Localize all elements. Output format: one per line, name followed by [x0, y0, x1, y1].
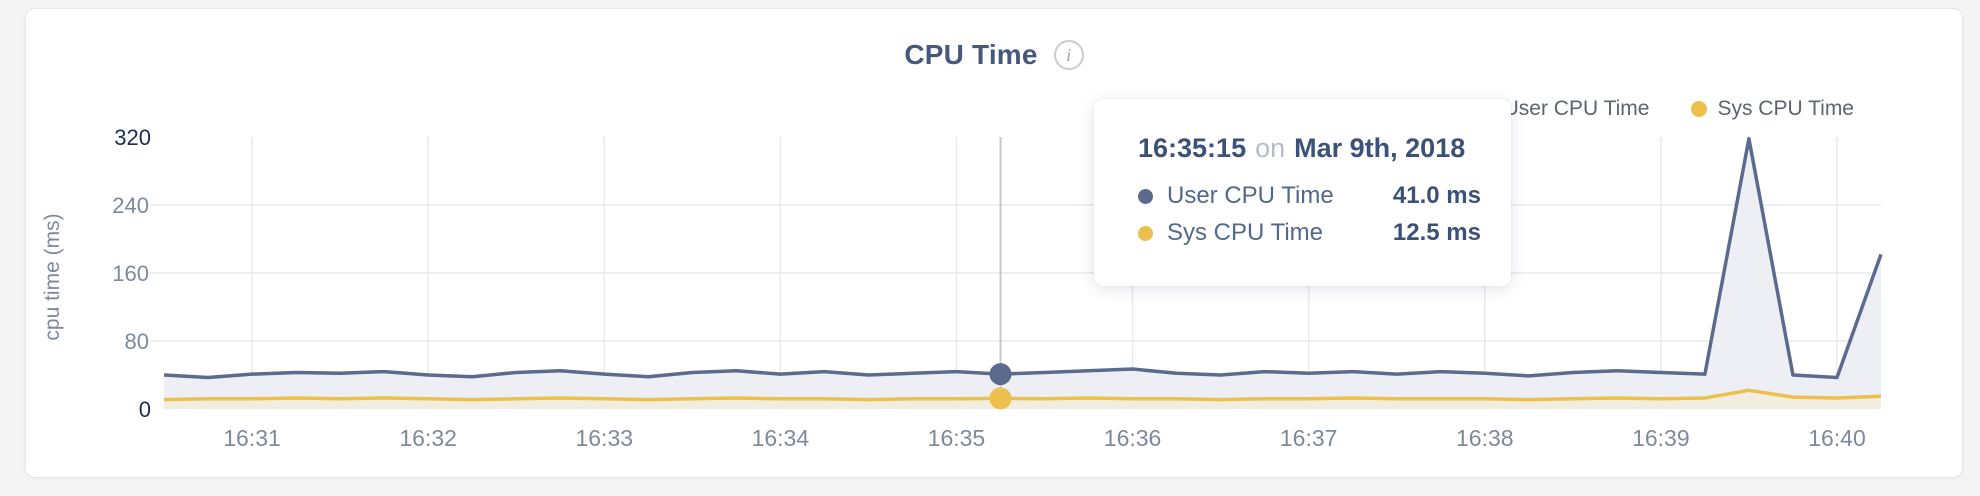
- svg-text:16:39: 16:39: [1632, 425, 1690, 451]
- tooltip-value-sys: 12.5 ms: [1392, 219, 1481, 246]
- svg-text:16:33: 16:33: [575, 425, 633, 451]
- tooltip-date: Mar 9th, 2018: [1294, 133, 1466, 163]
- series-area-user: [164, 138, 1881, 409]
- chart-title: CPU Time: [904, 39, 1038, 70]
- y-axis-labels: 0 80 160 240 320: [112, 125, 151, 422]
- svg-text:160: 160: [112, 261, 149, 286]
- chart-header: CPU Time i: [26, 39, 1962, 71]
- x-axis-labels: 16:31 16:32 16:33 16:34 16:35 16:36 16:37 16:38…: [223, 425, 1865, 451]
- tooltip-row-user: User CPU Time 41.0 ms: [1138, 182, 1481, 210]
- tooltip-dot-user-icon: [1138, 188, 1153, 204]
- svg-text:320: 320: [114, 125, 151, 150]
- highlight-marker-sys[interactable]: [989, 387, 1012, 410]
- series-line-user: [163, 136, 1883, 380]
- tooltip-label-sys: Sys CPU Time: [1167, 219, 1324, 246]
- legend-label-sys: Sys CPU Time: [1717, 97, 1854, 120]
- y-gridlines: [149, 204, 1881, 342]
- tooltip-time: 16:35:15: [1138, 133, 1247, 163]
- tooltip-label-user: User CPU Time: [1167, 182, 1334, 209]
- tooltip-value-user: 41.0 ms: [1392, 182, 1481, 209]
- y-axis-title: cpu time (ms): [41, 213, 64, 340]
- chart-tooltip: 16:35:15 on Mar 9th, 2018 User CPU Time …: [1094, 99, 1511, 286]
- tooltip-row-sys: Sys CPU Time 12.5 ms: [1138, 219, 1481, 247]
- tooltip-title: 16:35:15 on Mar 9th, 2018: [1138, 133, 1481, 164]
- legend-dot-sys-icon: [1691, 101, 1708, 117]
- tooltip-conjunction: on: [1255, 133, 1286, 163]
- svg-text:0: 0: [139, 397, 151, 422]
- svg-text:16:36: 16:36: [1104, 425, 1162, 451]
- svg-text:16:40: 16:40: [1808, 425, 1866, 451]
- svg-text:16:37: 16:37: [1280, 425, 1338, 451]
- svg-text:16:38: 16:38: [1456, 425, 1514, 451]
- legend-item-sys-cpu-time[interactable]: Sys CPU Time: [1691, 97, 1854, 121]
- legend-label-user: User CPU Time: [1503, 97, 1650, 120]
- tooltip-dot-sys-icon: [1138, 225, 1153, 241]
- svg-text:80: 80: [125, 329, 149, 354]
- chart-legend: User CPU Time Sys CPU Time: [1477, 97, 1854, 121]
- series-line-sys: [163, 388, 1882, 402]
- svg-text:16:34: 16:34: [752, 425, 810, 451]
- highlight-marker-user[interactable]: [989, 363, 1012, 386]
- svg-text:16:35: 16:35: [928, 425, 986, 451]
- cpu-time-chart-card: CPU Time i User CPU Time Sys CPU Time 0 8…: [25, 8, 1963, 478]
- svg-text:16:32: 16:32: [399, 425, 457, 451]
- tooltip-rows: User CPU Time 41.0 ms Sys CPU Time 12.5 …: [1138, 182, 1481, 247]
- info-icon[interactable]: i: [1053, 40, 1084, 70]
- svg-text:240: 240: [112, 193, 149, 218]
- svg-text:16:31: 16:31: [223, 425, 281, 451]
